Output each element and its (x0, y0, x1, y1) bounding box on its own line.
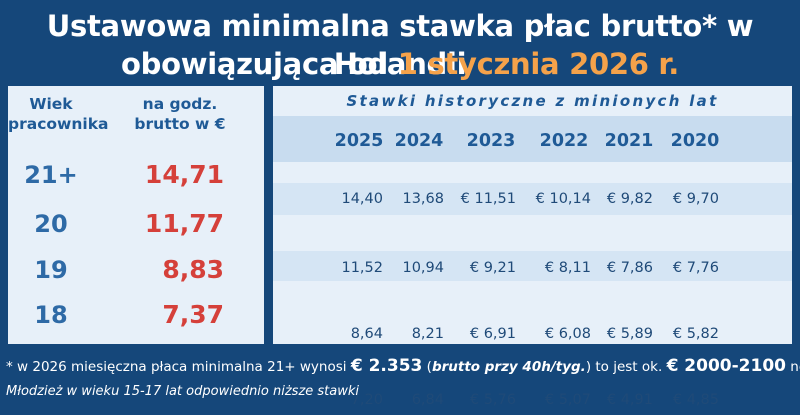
title-line-1: Ustawowa minimalna stawka płac brutto* w… (46, 9, 754, 81)
history-title: Stawki historyczne z minionych lat (346, 92, 719, 110)
footnote-gross-note: brutto przy 40h/tyg. (431, 359, 586, 375)
footnote-text: * w 2026 miesięczna płaca minimalna 21+ … (6, 359, 347, 375)
age-value: 19 (34, 256, 68, 284)
footnote-net-range: € 2000-2100 (666, 356, 786, 376)
footnote-paren-close: ) to jest ok. (585, 359, 663, 375)
footnote-paren-open: ( (426, 359, 432, 375)
title-line-2-prefix: obowiązująca od (121, 47, 388, 81)
history-cell: € 8,11 (544, 260, 591, 276)
current-row: 18 7,37 (8, 289, 264, 341)
current-row: 21+ 14,71 (8, 149, 264, 201)
history-cell: 6,84 (411, 392, 444, 408)
current-row: 19 8,83 (8, 244, 264, 296)
year-header: 2021 (604, 131, 654, 151)
rate-header-line-2: brutto w € (134, 115, 226, 133)
history-cell: € 10,14 (535, 191, 591, 207)
footnote-monthly-amount: € 2.353 (350, 356, 423, 376)
year-header: 2020 (670, 131, 720, 151)
rate-value: 7,37 (162, 300, 224, 329)
history-cell: € 5,76 (469, 392, 516, 408)
history-cell: € 9,21 (469, 260, 516, 276)
age-value: 18 (34, 301, 68, 329)
rate-header-line-1: na godz. (142, 95, 218, 113)
history-cell: 14,40 (341, 191, 383, 207)
row-band (273, 183, 792, 215)
footnote-line-1: * w 2026 miesięczna płaca minimalna 21+ … (6, 354, 800, 379)
title-date-highlight: 1 stycznia 2026 r. (397, 47, 680, 81)
rate-value: 14,71 (144, 160, 224, 189)
history-cell: 7,20 (350, 392, 383, 408)
age-header-line-1: Wiek (29, 95, 73, 113)
age-column-header: Wiek pracownika (8, 94, 109, 134)
rate-value: 11,77 (144, 209, 224, 238)
age-header-line-2: pracownika (8, 115, 109, 133)
history-cell: € 9,82 (606, 191, 653, 207)
age-value: 20 (34, 210, 68, 238)
history-cell: € 5,82 (672, 326, 719, 342)
footnote-line-2: Młodzież w wieku 15-17 lat odpowiednio n… (6, 384, 360, 399)
history-cell: 10,94 (402, 260, 444, 276)
year-header-band (273, 116, 792, 162)
history-cell: € 5,89 (606, 326, 653, 342)
history-cell: € 9,70 (672, 191, 719, 207)
history-cell: € 7,86 (606, 260, 653, 276)
row-band (273, 251, 792, 281)
year-header: 2023 (466, 131, 516, 151)
title-line-2: obowiązująca od 1 stycznia 2026 r. (0, 45, 800, 83)
history-cell: € 4,91 (606, 392, 653, 408)
rate-value: 8,83 (162, 255, 224, 284)
year-header: 2025 (334, 131, 384, 151)
year-header: 2024 (394, 131, 444, 151)
history-cell: € 6,91 (469, 326, 516, 342)
history-cell: 8,64 (350, 326, 383, 342)
footnote-net-label: netto. (790, 359, 800, 375)
history-cell: € 7,76 (672, 260, 719, 276)
year-header: 2022 (539, 131, 589, 151)
history-cell: € 6,08 (544, 326, 591, 342)
rate-column-header: na godz. brutto w € (120, 94, 240, 134)
history-cell: 8,21 (411, 326, 444, 342)
history-cell: € 5,07 (544, 392, 591, 408)
history-cell: € 11,51 (460, 191, 516, 207)
current-rates-panel: Wiek pracownika na godz. brutto w € 21+ … (8, 86, 264, 344)
age-value: 21+ (24, 161, 78, 189)
current-row: 20 11,77 (8, 198, 264, 250)
historical-rates-panel: Stawki historyczne z minionych lat 2025 2… (273, 86, 792, 408)
history-cell: € 4,85 (672, 392, 719, 408)
history-cell: 13,68 (402, 191, 444, 207)
history-cell: 11,52 (341, 260, 383, 276)
